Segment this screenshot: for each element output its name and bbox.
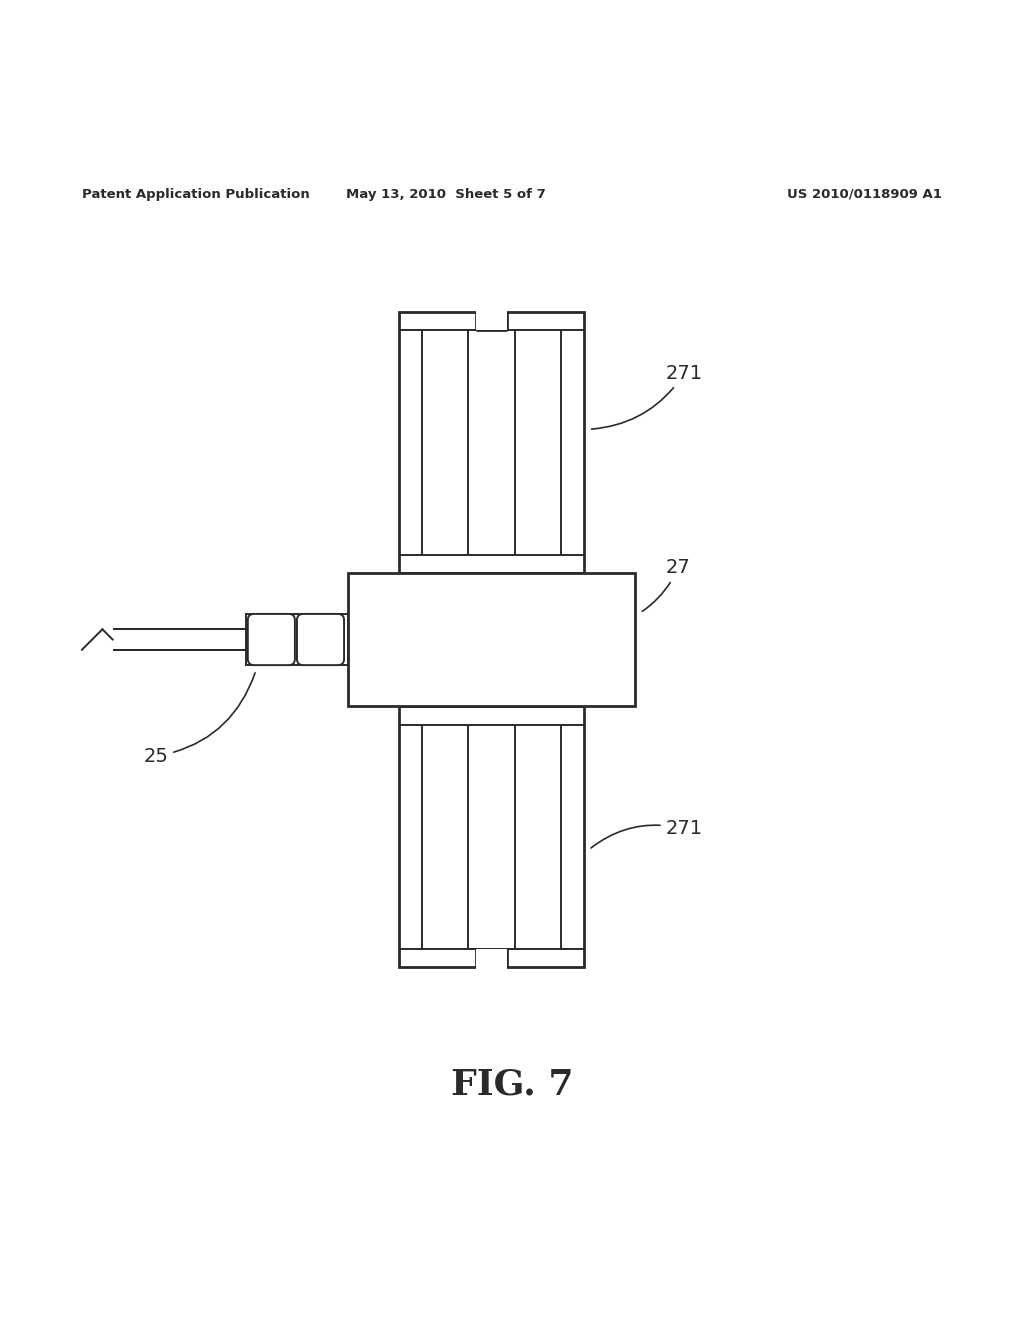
Bar [399, 312, 584, 573]
Bar [348, 573, 635, 706]
FancyBboxPatch shape [297, 614, 344, 665]
Text: 271: 271 [591, 820, 702, 847]
Text: May 13, 2010  Sheet 5 of 7: May 13, 2010 Sheet 5 of 7 [345, 187, 546, 201]
Text: 27: 27 [642, 558, 690, 611]
Text: FIG. 7: FIG. 7 [451, 1068, 573, 1102]
Text: US 2010/0118909 A1: US 2010/0118909 A1 [787, 187, 942, 201]
Bar [476, 309, 507, 330]
Text: 271: 271 [592, 364, 702, 429]
Text: Patent Application Publication: Patent Application Publication [82, 187, 309, 201]
Bar [476, 949, 507, 970]
Bar [399, 706, 584, 968]
Bar [246, 614, 348, 665]
Text: 25: 25 [143, 673, 255, 766]
FancyBboxPatch shape [248, 614, 295, 665]
